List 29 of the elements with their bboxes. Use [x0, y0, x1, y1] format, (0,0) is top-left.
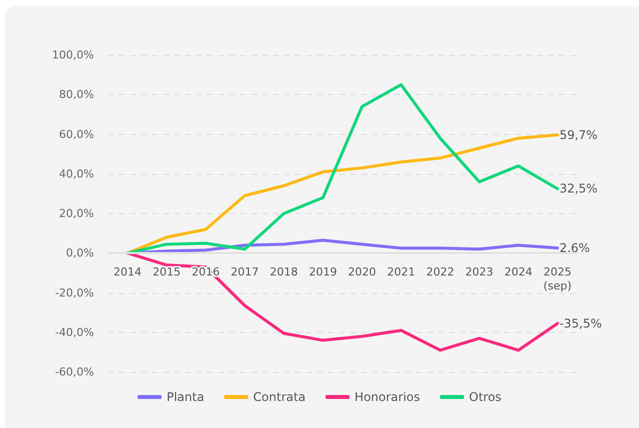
- legend-label: Contrata: [253, 390, 306, 404]
- x-tick-label: 2017: [230, 266, 259, 279]
- data-label: 2,6%: [559, 240, 590, 255]
- x-tick-label: 2024: [504, 266, 532, 279]
- y-tick-label: -40,0%: [55, 326, 94, 339]
- x-tick-label: 2022: [426, 266, 454, 279]
- y-tick-label: 80,0%: [59, 88, 94, 102]
- x-tick-label: 2020: [348, 266, 376, 279]
- y-tick-label: 20,0%: [59, 207, 94, 220]
- data-label: 32,5%: [559, 182, 598, 196]
- x-tick-label: 2021: [387, 266, 416, 279]
- legend-label: Honorarios: [354, 390, 420, 404]
- legend-label: Otros: [469, 390, 502, 404]
- y-tick-label: 60,0%: [59, 128, 94, 141]
- x-tick-label: 2018: [270, 266, 298, 279]
- x-tick-label: 2014: [114, 266, 142, 279]
- y-tick-label: 40,0%: [59, 167, 94, 180]
- line-series: [126, 83, 559, 255]
- x-tick-label: 2015: [152, 266, 181, 279]
- y-tick-label: -60,0%: [55, 366, 94, 378]
- data-label: -35,5%: [559, 316, 602, 330]
- data-label: 59,7%: [559, 128, 598, 142]
- x-tick-label: 2025 (sep): [543, 266, 572, 293]
- x-tick-label: 2019: [308, 266, 337, 279]
- y-tick-label: 100,0%: [52, 48, 94, 62]
- y-tick-label: -20,0%: [55, 286, 94, 300]
- legend-label: Planta: [166, 390, 204, 404]
- x-tick-label: 2023: [465, 266, 494, 279]
- y-tick-label: 0,0%: [66, 246, 94, 260]
